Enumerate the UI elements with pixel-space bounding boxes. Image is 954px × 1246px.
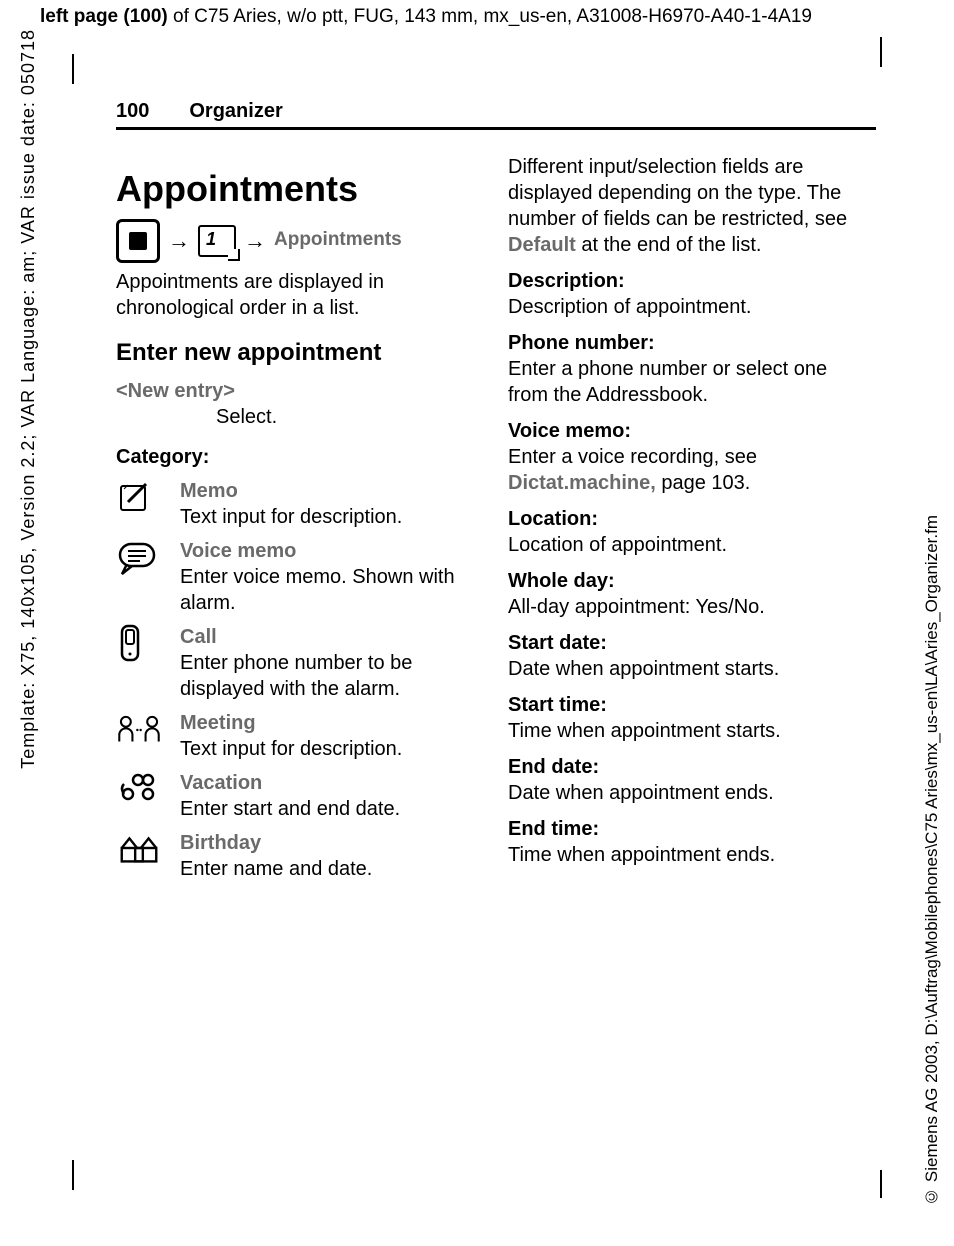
field-start-time-desc: Time when appointment starts.	[508, 718, 868, 744]
left-column: Appointments → → Appointments Appointmen…	[116, 154, 476, 882]
right-intro-2: at the end of the list.	[576, 234, 762, 256]
top-meta-rest: of C75 Aries, w/o ptt, FUG, 143 mm, mx_u…	[168, 6, 812, 27]
crop-mark	[880, 37, 882, 67]
content-area: 100 Organizer Appointments → → Appointme…	[116, 100, 876, 882]
right-intro: Different input/selection fields are dis…	[508, 154, 868, 258]
columns: Appointments → → Appointments Appointmen…	[116, 154, 876, 882]
running-head: 100 Organizer	[116, 100, 876, 130]
arrow-icon: →	[244, 227, 266, 256]
side-right-meta: © Siemens AG 2003, D:\Auftrag\Mobilephon…	[922, 515, 942, 1206]
right-intro-1: Different input/selection fields are dis…	[508, 156, 847, 230]
page: left page (100) of C75 Aries, w/o ptt, F…	[0, 0, 954, 1246]
page-number: 100	[116, 100, 149, 123]
nav-appointments: Appointments	[274, 228, 402, 253]
intro-text: Appointments are displayed in chronologi…	[116, 269, 476, 321]
birthday-title: Birthday	[180, 830, 476, 856]
field-whole-day-desc: All-day appointment: Yes/No.	[508, 594, 868, 620]
call-desc: Enter phone number to be displayed with …	[180, 650, 476, 702]
meeting-title: Meeting	[180, 710, 476, 736]
vacation-title: Vacation	[180, 770, 476, 796]
category-call: Call Enter phone number to be displayed …	[116, 624, 476, 702]
heading-appointments: Appointments	[116, 166, 476, 213]
section-name: Organizer	[189, 100, 282, 123]
field-start-time-label: Start time:	[508, 692, 868, 718]
category-birthday: Birthday Enter name and date.	[116, 830, 476, 882]
vacation-desc: Enter start and end date.	[180, 796, 476, 822]
menu-icon	[116, 219, 160, 263]
field-voice-memo-desc: Enter a voice recording, see Dictat.mach…	[508, 444, 868, 496]
category-meeting: Meeting Text input for description.	[116, 710, 476, 762]
field-start-date-label: Start date:	[508, 630, 868, 656]
crop-mark	[72, 1160, 74, 1190]
dictat-ref: Dictat.machine,	[508, 472, 656, 494]
memo-icon	[116, 478, 162, 518]
field-location-desc: Location of appointment.	[508, 532, 868, 558]
memo-title: Memo	[180, 478, 476, 504]
field-end-time-label: End time:	[508, 816, 868, 842]
calendar-icon	[198, 225, 236, 257]
category-voice-memo: Voice memo Enter voice memo. Shown with …	[116, 538, 476, 616]
top-meta: left page (100) of C75 Aries, w/o ptt, F…	[40, 6, 812, 28]
right-column: Different input/selection fields are dis…	[508, 154, 868, 882]
field-description-label: Description:	[508, 268, 868, 294]
category-label: Category:	[116, 444, 476, 470]
field-whole-day-label: Whole day:	[508, 568, 868, 594]
birthday-desc: Enter name and date.	[180, 856, 476, 882]
field-end-date-desc: Date when appointment ends.	[508, 780, 868, 806]
voice-memo-post: page 103.	[656, 472, 751, 494]
crop-mark	[880, 1170, 882, 1198]
arrow-icon: →	[168, 227, 190, 256]
voice-memo-pre: Enter a voice recording, see	[508, 446, 757, 468]
meeting-icon	[116, 710, 162, 750]
default-ref: Default	[508, 234, 576, 256]
field-phone-label: Phone number:	[508, 330, 868, 356]
side-left-meta: Template: X75, 140x105, Version 2.2; VAR…	[18, 29, 39, 769]
phone-icon	[116, 624, 162, 666]
voice-memo-title: Voice memo	[180, 538, 476, 564]
field-start-date-desc: Date when appointment starts.	[508, 656, 868, 682]
nav-path: → → Appointments	[116, 219, 476, 263]
memo-desc: Text input for description.	[180, 504, 476, 530]
select-text: Select.	[216, 404, 476, 430]
birthday-icon	[116, 830, 162, 866]
call-title: Call	[180, 624, 476, 650]
field-description-desc: Description of appointment.	[508, 294, 868, 320]
meeting-desc: Text input for description.	[180, 736, 476, 762]
crop-mark	[72, 54, 74, 84]
new-entry-label: <New entry>	[116, 378, 476, 404]
voice-memo-desc: Enter voice memo. Shown with alarm.	[180, 564, 476, 616]
field-phone-desc: Enter a phone number or select one from …	[508, 356, 868, 408]
field-voice-memo-label: Voice memo:	[508, 418, 868, 444]
category-memo: Memo Text input for description.	[116, 478, 476, 530]
field-end-time-desc: Time when appointment ends.	[508, 842, 868, 868]
heading-enter-new: Enter new appointment	[116, 337, 476, 368]
category-vacation: Vacation Enter start and end date.	[116, 770, 476, 822]
voice-memo-icon	[116, 538, 162, 578]
top-meta-bold: left page (100)	[40, 6, 168, 27]
field-end-date-label: End date:	[508, 754, 868, 780]
field-location-label: Location:	[508, 506, 868, 532]
vacation-icon	[116, 770, 162, 806]
